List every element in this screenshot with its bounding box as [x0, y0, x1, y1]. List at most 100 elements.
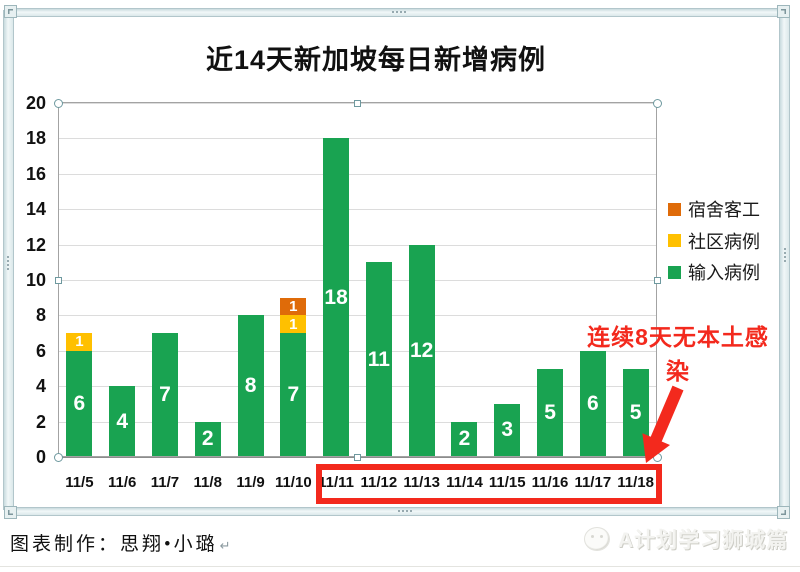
bar-value-label: 8 [244, 374, 257, 398]
bar-value-label: 12 [409, 338, 434, 362]
legend-swatch [668, 202, 681, 216]
bar-segment-输入病例[interactable]: 3 [494, 403, 521, 457]
legend-label: 输入病例 [688, 263, 760, 283]
watermark: A计划学习狮城篇 [584, 524, 788, 554]
bar-segment-宿舍客工[interactable]: 1 [280, 297, 307, 316]
gridline [58, 315, 657, 317]
bar-segment-社区病例[interactable]: 1 [280, 315, 307, 334]
bar-segment-输入病例[interactable]: 8 [237, 315, 264, 457]
bar-value-label: 2 [201, 427, 214, 451]
legend-swatch [668, 265, 681, 279]
x-tick-label: 11/14 [446, 474, 483, 491]
watermark-mascot-icon [584, 527, 610, 551]
y-tick-label: 6 [35, 340, 46, 361]
y-tick-label: 2 [35, 411, 46, 432]
bar-segment-社区病例[interactable]: 1 [66, 333, 93, 351]
gridline [58, 173, 657, 175]
frame-corner-handle-icon[interactable] [4, 506, 17, 519]
frame-corner-handle-icon[interactable] [777, 5, 790, 18]
bar-value-label: 1 [289, 298, 298, 316]
x-tick-label: 11/13 [403, 474, 441, 491]
watermark-text: A计划学习狮城篇 [618, 529, 789, 552]
bar-segment-输入病例[interactable]: 7 [151, 333, 178, 457]
selection-handle-nw[interactable] [53, 98, 63, 108]
y-tick-label: 4 [35, 376, 46, 397]
y-tick-label: 0 [35, 447, 46, 467]
gridline [58, 209, 657, 211]
bar-value-label: 5 [629, 400, 642, 424]
gridline [58, 138, 657, 140]
selection-handle-s[interactable] [354, 453, 361, 461]
legend-item[interactable]: 社区病例 [668, 231, 760, 252]
x-tick-label: 11/16 [531, 474, 569, 491]
x-tick-label: 11/6 [107, 474, 137, 491]
y-tick-label: 10 [25, 270, 46, 290]
plot-area-selection-outline [58, 102, 657, 457]
frame-move-handle-right[interactable] [784, 248, 786, 262]
bar-segment-输入病例[interactable]: 6 [66, 350, 93, 457]
bar-segment-输入病例[interactable]: 6 [579, 350, 606, 457]
frame-corner-handle-icon[interactable] [777, 506, 790, 519]
y-tick-label: 16 [25, 163, 46, 184]
legend-swatch [668, 234, 681, 247]
highlight-box-shape[interactable] [316, 464, 662, 504]
frame-move-handle-left[interactable] [7, 256, 9, 270]
frame-move-handle-bottom[interactable] [398, 510, 412, 512]
y-tick-label: 14 [25, 199, 46, 220]
x-tick-label: 11/8 [193, 474, 222, 491]
legend-item[interactable]: 宿舍客工 [668, 199, 760, 220]
gridline [58, 421, 657, 423]
gridline [58, 386, 657, 388]
y-tick-label: 8 [35, 305, 46, 326]
bar-segment-输入病例[interactable]: 11 [365, 262, 392, 457]
bar-value-label: 6 [586, 391, 599, 415]
no-local-cases-annotation[interactable]: 连续8天无本土感染 [587, 324, 769, 384]
selection-handle-sw[interactable] [53, 452, 63, 462]
bar-segment-输入病例[interactable]: 18 [323, 138, 350, 457]
frame-corner-handle-icon[interactable] [4, 5, 17, 18]
page-bottom-edge [0, 566, 800, 567]
frame-move-handle-top[interactable] [392, 11, 406, 13]
x-tick-label: 11/5 [65, 474, 94, 491]
x-tick-label: 11/11 [318, 474, 355, 491]
bar-segment-输入病例[interactable]: 2 [194, 421, 221, 457]
x-tick-label: 11/9 [236, 474, 265, 491]
bar-segment-输入病例[interactable]: 2 [451, 421, 478, 457]
selection-handle-ne[interactable] [652, 98, 662, 108]
object-frame-bottom-border[interactable] [14, 507, 779, 516]
bar-value-label: 1 [289, 315, 298, 333]
y-tick-label: 20 [25, 93, 46, 113]
legend-label: 宿舍客工 [688, 200, 760, 220]
bar-value-label: 6 [73, 391, 86, 415]
bar-value-label: 2 [458, 427, 471, 451]
x-tick-label: 11/17 [574, 474, 612, 491]
y-tick-label: 12 [25, 234, 46, 255]
paragraph-mark: ↵ [219, 538, 231, 553]
selection-handle-e[interactable] [653, 276, 661, 284]
arrow-annotation[interactable] [600, 370, 700, 475]
legend-item[interactable]: 输入病例 [668, 262, 760, 283]
bar-value-label: 7 [159, 383, 171, 407]
bar-segment-输入病例[interactable]: 5 [537, 368, 564, 457]
chart-title: 近14天新加坡每日新增病例 [205, 45, 547, 75]
bar-segment-输入病例[interactable]: 5 [622, 368, 649, 457]
bar-segment-输入病例[interactable]: 4 [109, 386, 136, 457]
x-tick-label: 11/18 [617, 474, 654, 491]
bar-value-label: 18 [324, 285, 348, 309]
x-tick-label: 11/12 [360, 474, 398, 491]
bar-segment-输入病例[interactable]: 12 [408, 244, 435, 457]
caption-text: 图表制作：思翔•小璐 ↵ [10, 534, 231, 555]
bar-value-label: 3 [501, 418, 514, 442]
bar-value-label: 11 [367, 347, 390, 371]
bar-value-label: 1 [75, 333, 84, 351]
x-tick-label: 11/15 [488, 474, 526, 491]
gridline [58, 244, 657, 246]
gridline [58, 280, 657, 281]
bar-segment-输入病例[interactable]: 7 [280, 333, 307, 457]
gridline [58, 350, 657, 352]
selection-handle-w[interactable] [54, 276, 62, 284]
bar-value-label: 7 [287, 383, 300, 407]
selection-handle-n[interactable] [354, 99, 361, 107]
x-tick-label: 11/10 [274, 474, 312, 491]
